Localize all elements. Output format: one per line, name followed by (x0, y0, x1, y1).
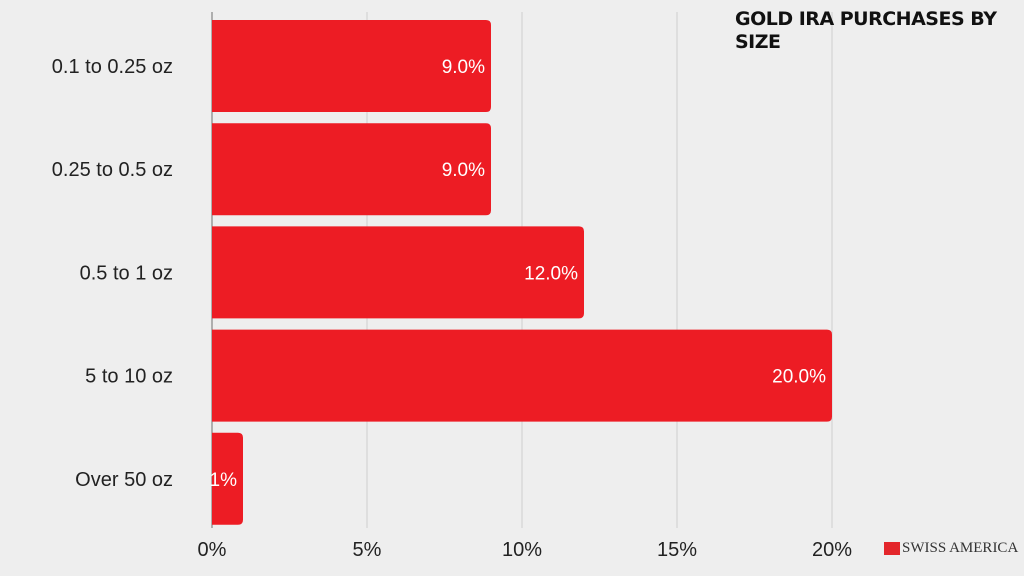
category-label: 0.25 to 0.5 oz (52, 159, 173, 181)
data-label: 20.0% (772, 367, 826, 388)
bar (212, 226, 584, 319)
x-tick-label: 0% (198, 539, 227, 561)
x-tick-label: 5% (353, 539, 382, 561)
x-tick-label: 15% (657, 539, 697, 561)
data-label: 9.0% (442, 160, 485, 181)
swiss-america-logo: SWISS AMERICA (884, 540, 1018, 557)
data-label: 9.0% (442, 57, 485, 78)
logo-square-icon (884, 542, 900, 555)
category-label: Over 50 oz (75, 469, 173, 491)
x-tick-label: 20% (812, 539, 852, 561)
data-label: 12.0% (524, 263, 578, 284)
logo-text: SWISS AMERICA (902, 540, 1019, 556)
category-label: 5 to 10 oz (85, 366, 173, 388)
chart-title: GOLD IRA PURCHASES BY SIZE (735, 8, 997, 53)
x-tick-label: 10% (502, 539, 542, 561)
bar (212, 20, 491, 112)
bar (212, 432, 243, 525)
bar (212, 329, 832, 422)
bar (212, 123, 491, 216)
data-label: 1% (210, 470, 238, 491)
category-label: 0.5 to 1 oz (80, 262, 173, 284)
category-label: 0.1 to 0.25 oz (52, 56, 173, 78)
